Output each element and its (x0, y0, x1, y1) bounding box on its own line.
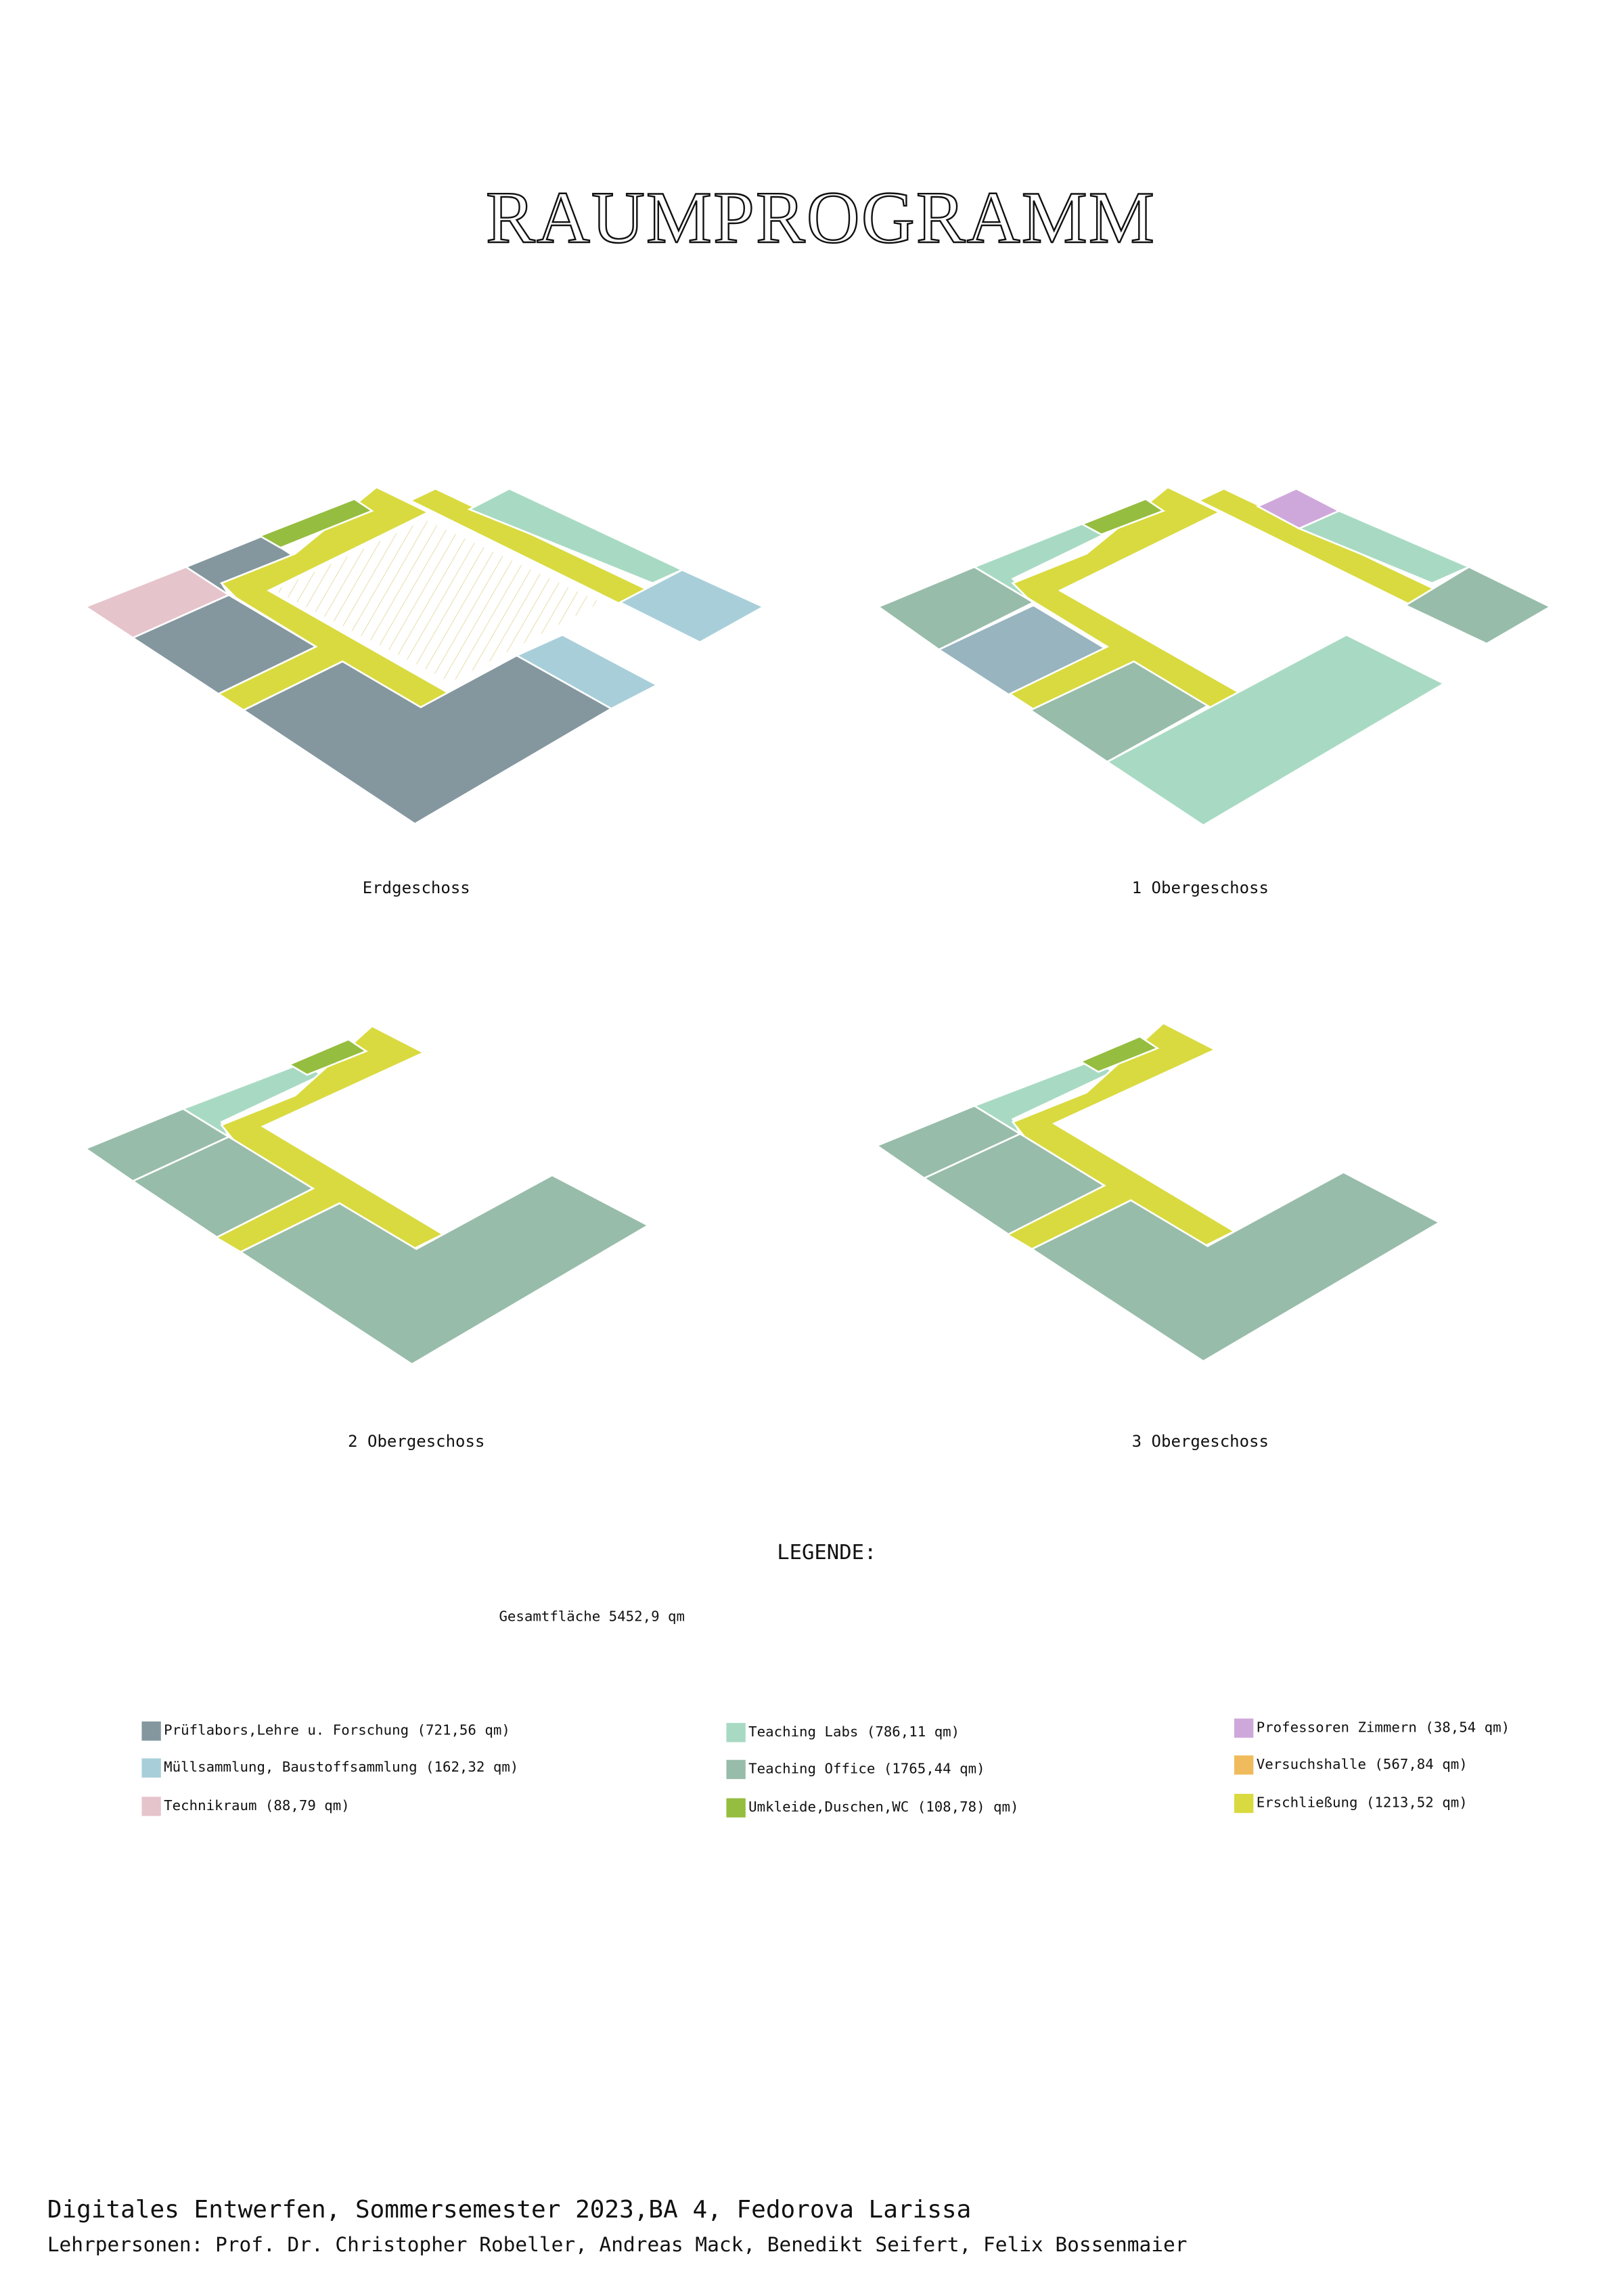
teaching-office-lower (1029, 660, 1210, 763)
teaching-office-main (1030, 1171, 1441, 1363)
legend-label: Müllsammlung, Baustoffsammlung (162,32 q… (164, 1759, 519, 1776)
legend-swatch (726, 1798, 746, 1818)
floor-label-erdgeschoss: Erdgeschoss (362, 878, 470, 898)
floor-label-2og: 2 Obergeschoss (348, 1432, 485, 1451)
umkleide (1080, 497, 1166, 536)
plan-2-obergeschoss (83, 1025, 650, 1366)
legend-swatch (1234, 1755, 1254, 1775)
legend-swatch (1234, 1793, 1254, 1814)
umkleide (287, 1038, 368, 1076)
footer-course: Digitales Entwerfen, Sommersemester 2023… (47, 2195, 972, 2224)
legend-title: LEGENDE: (777, 1541, 877, 1565)
teaching-labs (972, 1059, 1115, 1137)
legend-item: Müllsammlung, Baustoffsammlung (162,32 q… (141, 1758, 519, 1778)
teaching-office-main (238, 1174, 650, 1366)
legend-item: Erschließung (1213,52 qm) (1234, 1793, 1468, 1814)
legend-item: Teaching Labs (786,11 qm) (726, 1723, 960, 1742)
umkleide (1079, 1035, 1160, 1073)
legend-label: Teaching Labs (786,11 qm) (748, 1724, 960, 1741)
legend-label: Erschließung (1213,52 qm) (1256, 1795, 1468, 1812)
legend-item: Prüflabors,Lehre u. Forschung (721,56 qm… (141, 1721, 510, 1741)
plan-3-obergeschoss (875, 1022, 1441, 1363)
legend-swatch (141, 1758, 161, 1778)
teaching-labs (181, 1062, 324, 1140)
legend-swatch (726, 1723, 746, 1742)
prueflabor-main (242, 654, 613, 825)
legend-label: Versuchshalle (567,84 qm) (1256, 1757, 1468, 1774)
legend-item: Umkleide,Duschen,WC (108,78) qm) (726, 1798, 1019, 1818)
legend-label: Technikraum (88,79 qm) (164, 1798, 350, 1815)
courtyard (274, 519, 601, 682)
teaching-office-left (922, 1133, 1106, 1236)
legend-item: Teaching Office (1765,44 qm) (726, 1759, 985, 1780)
floor-label-3og: 3 Obergeschoss (1131, 1432, 1269, 1451)
legend-swatch (1234, 1718, 1254, 1738)
legend-label: Prüflabors,Lehre u. Forschung (721,56 qm… (164, 1723, 510, 1740)
legend-swatch (726, 1759, 746, 1780)
page-title: RAUMPROGRAMM (485, 175, 1156, 259)
legend-item: Professoren Zimmern (38,54 qm) (1234, 1718, 1510, 1738)
total-area: Gesamtfläche 5452,9 qm (499, 1609, 685, 1626)
footer-teachers: Lehrpersonen: Prof. Dr. Christopher Robe… (47, 2234, 1188, 2257)
legend-swatch (141, 1721, 161, 1741)
floor-label-1og: 1 Obergeschoss (1131, 878, 1269, 898)
legend-swatch (141, 1797, 161, 1816)
legend-label: Teaching Office (1765,44 qm) (748, 1761, 985, 1778)
muellsammlung-right (618, 568, 765, 644)
teaching-labs-main (1105, 633, 1446, 827)
teaching-office-left (131, 1135, 315, 1238)
teaching-office-right (1403, 566, 1552, 645)
legend-item: Versuchshalle (567,84 qm) (1234, 1755, 1468, 1775)
legend-item: Technikraum (88,79 qm) (141, 1797, 350, 1816)
legend-label: Professoren Zimmern (38,54 qm) (1256, 1719, 1510, 1736)
teaching-labs-upper (972, 518, 1112, 604)
umkleide (257, 497, 374, 549)
plan-1-obergeschoss (876, 486, 1552, 827)
legend-label: Umkleide,Duschen,WC (108,78) qm) (748, 1799, 1019, 1816)
plan-erdgeschoss (83, 486, 765, 825)
